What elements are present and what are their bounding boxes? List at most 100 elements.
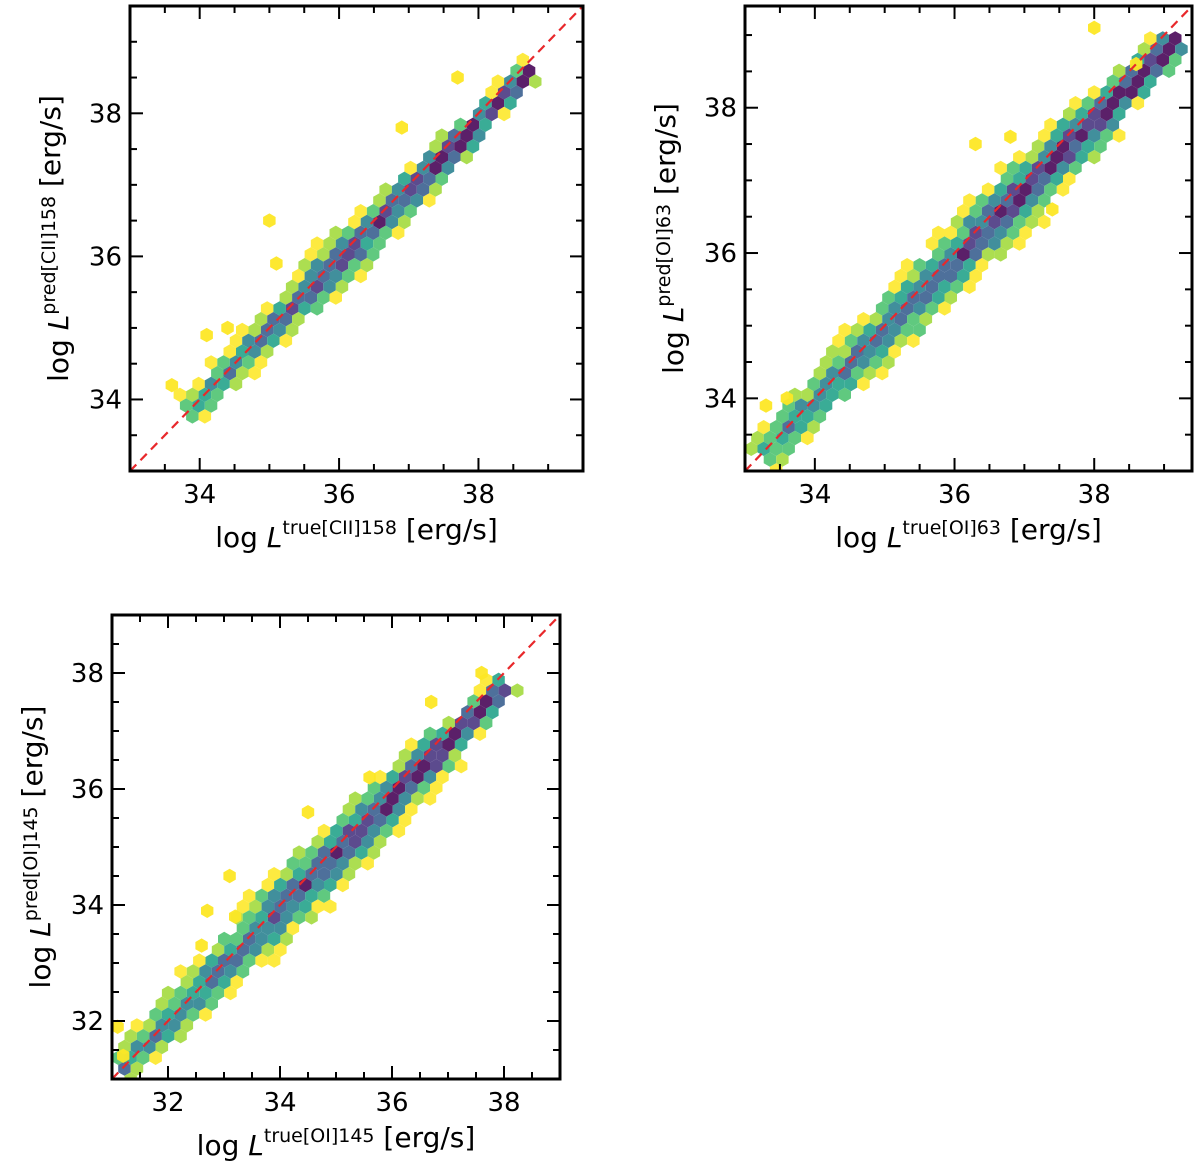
hexbin-cell <box>801 409 814 424</box>
hexbin-cell <box>1013 150 1026 165</box>
x-tick-label: 38 <box>1078 480 1111 510</box>
hexbin-cell <box>1031 139 1045 154</box>
hexbin-cell <box>794 398 808 413</box>
hexbin-cell <box>1013 193 1026 208</box>
hexbin-cell <box>292 312 305 327</box>
hexbin-cell <box>763 430 777 446</box>
hexbin-cell <box>751 430 764 446</box>
hexbin-cell <box>435 128 448 143</box>
hexbin-cell <box>969 204 982 219</box>
hexbin-cell <box>1137 42 1151 57</box>
hexbin-cell <box>211 964 225 979</box>
hexbin-cell <box>224 985 237 1001</box>
y-axis-label-oi145: log Lpred[OI]145 [erg/s] <box>16 706 57 989</box>
hexbin-cell <box>882 312 895 327</box>
hexbin-cell <box>336 877 349 893</box>
hexbin-cell <box>304 290 318 305</box>
hexbin-cell <box>330 867 343 882</box>
hexbin-cell <box>248 366 261 381</box>
hexbin-cell <box>274 942 287 957</box>
hexbin-outlier <box>780 391 794 406</box>
hexbin-cell <box>461 726 474 741</box>
hexbin-cell <box>260 301 274 316</box>
hexbin-cell <box>429 139 442 154</box>
hexbin-cell <box>366 247 380 262</box>
hexbin-cell <box>192 398 205 413</box>
hexbin-outlier <box>229 909 242 924</box>
hexbin-cell <box>950 279 964 294</box>
hexbin-cell <box>186 985 200 1001</box>
hexbin-cell <box>348 813 362 828</box>
hexbin-cell <box>267 953 281 968</box>
hexbin-cell <box>1038 214 1051 230</box>
hexbin-cell <box>479 117 492 132</box>
hexbin-outlier <box>221 320 234 336</box>
hexbin-cell <box>174 964 187 979</box>
hexbin-cell <box>1013 171 1026 186</box>
panel-cii158: 34 36 38 34 36 38 log Ltrue[CII]158 [erg/s] l… <box>34 4 585 554</box>
hexbin-cell <box>311 877 324 893</box>
hexbin-cell <box>1069 139 1082 154</box>
hexbin-cell <box>267 931 281 947</box>
hexbin-cell <box>274 921 287 936</box>
hexbin-cell <box>1063 150 1076 165</box>
hexbin-cell <box>807 420 820 435</box>
hexbin-cell <box>1156 31 1169 46</box>
hexbin-cell <box>448 128 461 143</box>
hexbin-cell <box>975 214 989 230</box>
hexbin-cell <box>913 258 926 273</box>
hexbin-cell <box>479 694 493 709</box>
hexbin-cell <box>1087 85 1101 100</box>
hexbin-cell <box>149 1029 162 1044</box>
x-tick-label: 36 <box>375 1088 408 1118</box>
hexbin-cell <box>180 996 194 1011</box>
hexbin-cell <box>292 867 306 882</box>
hexbin-cell <box>981 225 995 240</box>
hexbin-cell <box>179 398 193 413</box>
hexbin-cell <box>516 74 530 89</box>
hexbin-cell <box>280 910 293 925</box>
hexbin-cell <box>1044 160 1057 176</box>
hexbin-cell <box>1131 96 1145 111</box>
hexbin-cell <box>323 279 336 294</box>
x-tick-label: 34 <box>263 1088 296 1118</box>
hexbin-cell <box>391 182 405 197</box>
hexbin-cell <box>1169 52 1182 68</box>
hexbin-cell <box>229 376 243 392</box>
x-tick-label: 34 <box>798 480 831 510</box>
hexbin-cell <box>205 996 218 1011</box>
hexbin-cell <box>130 1018 144 1033</box>
hexbin-cell <box>348 856 362 871</box>
hexbin-cell <box>851 366 864 381</box>
hexbin-cell <box>932 290 945 305</box>
hexbin-cell <box>963 193 976 208</box>
hexbin-cell <box>193 996 206 1011</box>
hexbin-cell <box>317 290 330 305</box>
hexbin-cell <box>211 366 224 381</box>
hexbin-cell <box>869 355 883 370</box>
hexbin-cell <box>875 366 889 381</box>
hexbin-outlier <box>223 868 236 884</box>
hexbin-cell <box>405 802 418 817</box>
hexbin-outlier <box>1004 129 1017 144</box>
hexbin-cell <box>1175 42 1188 57</box>
hexbin-cell <box>454 737 468 752</box>
hexbin-cell <box>136 1029 150 1044</box>
hexbin-cell <box>1056 160 1070 176</box>
hexbin-outlier <box>112 1019 124 1034</box>
hexbin-cell <box>286 921 300 936</box>
hexbin-cell <box>223 366 236 381</box>
hexbin-cell <box>454 139 467 154</box>
hexbin-cell <box>335 258 349 273</box>
hexbin-cell <box>379 204 392 219</box>
hexbin-cell <box>894 333 908 348</box>
hexbin-outlier <box>117 1048 130 1063</box>
hexbin-cell <box>957 204 970 219</box>
hexbin-cell <box>1000 171 1014 186</box>
hexbin-cell <box>888 344 901 359</box>
hexbin-cell <box>305 888 318 903</box>
hexbin-cell <box>1063 106 1076 122</box>
hexbin-cell <box>1025 193 1039 208</box>
hexbin-cell <box>430 759 443 774</box>
hexbin-cell <box>1112 85 1126 100</box>
